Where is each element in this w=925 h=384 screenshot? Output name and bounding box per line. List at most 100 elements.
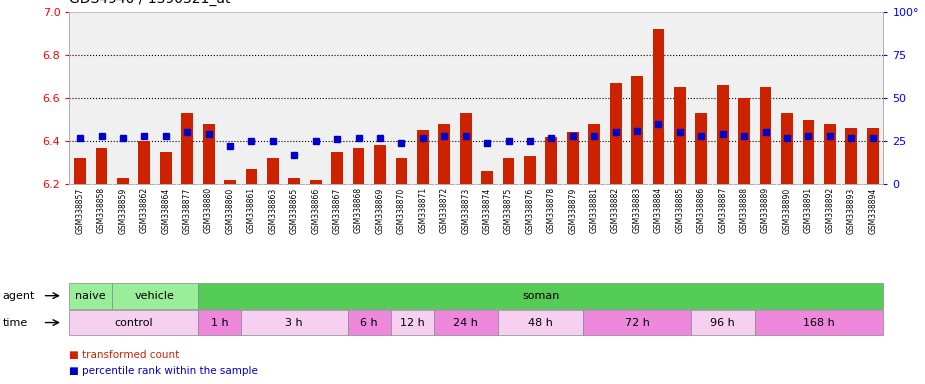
Bar: [717, 85, 729, 184]
Text: GSM338893: GSM338893: [846, 187, 856, 233]
Text: GSM338875: GSM338875: [504, 187, 513, 233]
Bar: [481, 171, 493, 184]
Text: GSM338873: GSM338873: [462, 187, 470, 233]
Text: 48 h: 48 h: [528, 318, 553, 328]
Text: GSM338892: GSM338892: [825, 187, 834, 233]
Bar: [117, 178, 129, 184]
Text: GSM338860: GSM338860: [226, 187, 235, 233]
Bar: [652, 29, 664, 184]
Bar: [588, 124, 600, 184]
Bar: [198, 310, 240, 336]
Text: GSM338883: GSM338883: [633, 187, 642, 233]
Text: 6 h: 6 h: [361, 318, 378, 328]
Text: agent: agent: [3, 291, 35, 301]
Bar: [438, 124, 450, 184]
Text: GSM338865: GSM338865: [290, 187, 299, 233]
Bar: [584, 310, 691, 336]
Text: GSM338878: GSM338878: [547, 187, 556, 233]
Bar: [390, 310, 434, 336]
Bar: [289, 178, 301, 184]
Text: GSM338881: GSM338881: [590, 187, 598, 233]
Bar: [74, 158, 86, 184]
Bar: [203, 124, 215, 184]
Bar: [696, 113, 708, 184]
Bar: [240, 310, 348, 336]
Text: GSM338868: GSM338868: [354, 187, 363, 233]
Text: GSM338863: GSM338863: [268, 187, 278, 233]
Text: GSM338886: GSM338886: [697, 187, 706, 233]
Text: 1 h: 1 h: [211, 318, 228, 328]
Text: GSM338888: GSM338888: [740, 187, 748, 233]
Text: soman: soman: [522, 291, 560, 301]
Text: 24 h: 24 h: [453, 318, 478, 328]
Bar: [460, 113, 472, 184]
Bar: [631, 76, 643, 184]
Text: time: time: [3, 318, 28, 328]
Bar: [139, 141, 150, 184]
Bar: [781, 113, 793, 184]
Bar: [224, 180, 236, 184]
Bar: [374, 146, 386, 184]
Bar: [348, 310, 390, 336]
Text: GDS4940 / 1390321_at: GDS4940 / 1390321_at: [69, 0, 231, 6]
Text: GSM338870: GSM338870: [397, 187, 406, 233]
Text: GSM338861: GSM338861: [247, 187, 256, 233]
Bar: [502, 158, 514, 184]
Bar: [112, 283, 198, 309]
Text: 96 h: 96 h: [710, 318, 735, 328]
Text: GSM338884: GSM338884: [654, 187, 663, 233]
Bar: [845, 128, 857, 184]
Bar: [674, 87, 685, 184]
Text: 72 h: 72 h: [624, 318, 649, 328]
Bar: [803, 119, 814, 184]
Text: GSM338887: GSM338887: [718, 187, 727, 233]
Bar: [245, 169, 257, 184]
Text: GSM338866: GSM338866: [311, 187, 320, 233]
Text: GSM338859: GSM338859: [118, 187, 128, 233]
Bar: [396, 158, 407, 184]
Bar: [567, 132, 579, 184]
Text: GSM338876: GSM338876: [525, 187, 535, 233]
Bar: [352, 147, 364, 184]
Bar: [181, 113, 193, 184]
Text: GSM338890: GSM338890: [783, 187, 792, 233]
Bar: [546, 137, 557, 184]
Text: GSM338857: GSM338857: [76, 187, 84, 233]
Text: ■ transformed count: ■ transformed count: [69, 350, 179, 360]
Text: GSM338894: GSM338894: [869, 187, 877, 233]
Text: GSM338880: GSM338880: [204, 187, 213, 233]
Text: 12 h: 12 h: [400, 318, 425, 328]
Text: 168 h: 168 h: [803, 318, 835, 328]
Bar: [69, 283, 112, 309]
Bar: [759, 87, 771, 184]
Text: GSM338879: GSM338879: [568, 187, 577, 233]
Bar: [310, 180, 322, 184]
Bar: [160, 152, 172, 184]
Bar: [824, 124, 835, 184]
Text: 3 h: 3 h: [286, 318, 303, 328]
Text: control: control: [115, 318, 153, 328]
Bar: [417, 130, 428, 184]
Bar: [498, 310, 584, 336]
Bar: [95, 147, 107, 184]
Text: GSM338867: GSM338867: [333, 187, 341, 233]
Text: GSM338885: GSM338885: [675, 187, 684, 233]
Text: GSM338872: GSM338872: [439, 187, 449, 233]
Bar: [198, 283, 883, 309]
Text: GSM338882: GSM338882: [611, 187, 620, 233]
Text: GSM338858: GSM338858: [97, 187, 106, 233]
Text: GSM338874: GSM338874: [483, 187, 491, 233]
Bar: [755, 310, 883, 336]
Text: naive: naive: [76, 291, 106, 301]
Text: GSM338869: GSM338869: [376, 187, 385, 233]
Bar: [331, 152, 343, 184]
Text: ■ percentile rank within the sample: ■ percentile rank within the sample: [69, 366, 258, 376]
Text: GSM338864: GSM338864: [161, 187, 170, 233]
Bar: [867, 128, 879, 184]
Bar: [691, 310, 755, 336]
Text: GSM338871: GSM338871: [418, 187, 427, 233]
Bar: [434, 310, 498, 336]
Bar: [524, 156, 536, 184]
Text: GSM338877: GSM338877: [183, 187, 191, 233]
Bar: [69, 310, 198, 336]
